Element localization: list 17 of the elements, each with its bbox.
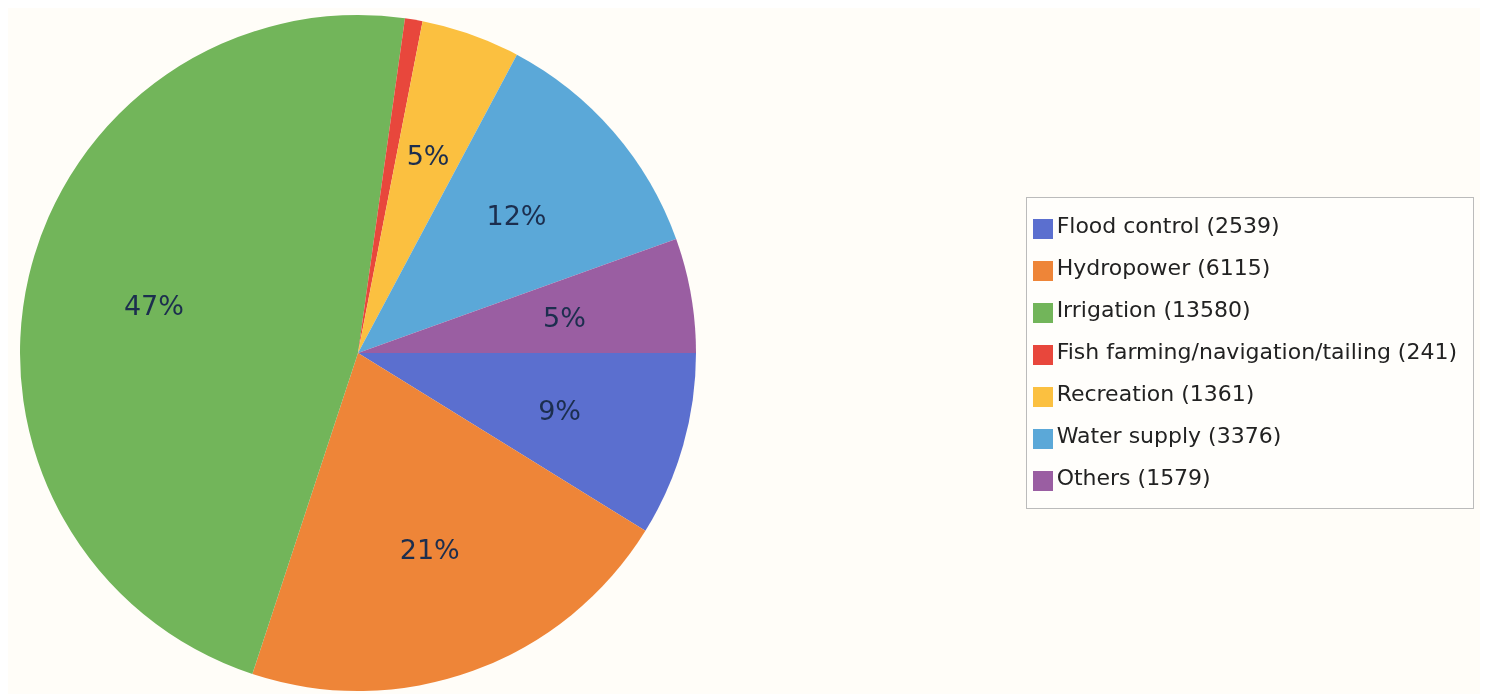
data-label: 5% xyxy=(543,301,586,333)
data-label: 9% xyxy=(538,394,581,426)
pie-slice xyxy=(358,54,677,353)
pie-slice xyxy=(358,238,696,353)
legend-label: Irrigation (13580) xyxy=(1056,297,1251,322)
legend-label: Flood control (2539) xyxy=(1056,213,1280,238)
legend-label: Recreation (1361) xyxy=(1056,381,1255,406)
data-label: 12% xyxy=(486,200,547,232)
legend-label: Water supply (3376) xyxy=(1056,423,1282,448)
legend-label: Fish farming/navigation/tailing (241) xyxy=(1056,339,1457,364)
data-label: 5% xyxy=(406,140,450,171)
legend-label: Hydropower (6115) xyxy=(1056,255,1271,280)
legend-label: Others (1579) xyxy=(1056,465,1211,490)
data-label: 47% xyxy=(123,289,184,321)
pie-slice xyxy=(358,353,696,531)
pie-slice xyxy=(252,353,646,691)
data-label: 21% xyxy=(399,534,460,566)
